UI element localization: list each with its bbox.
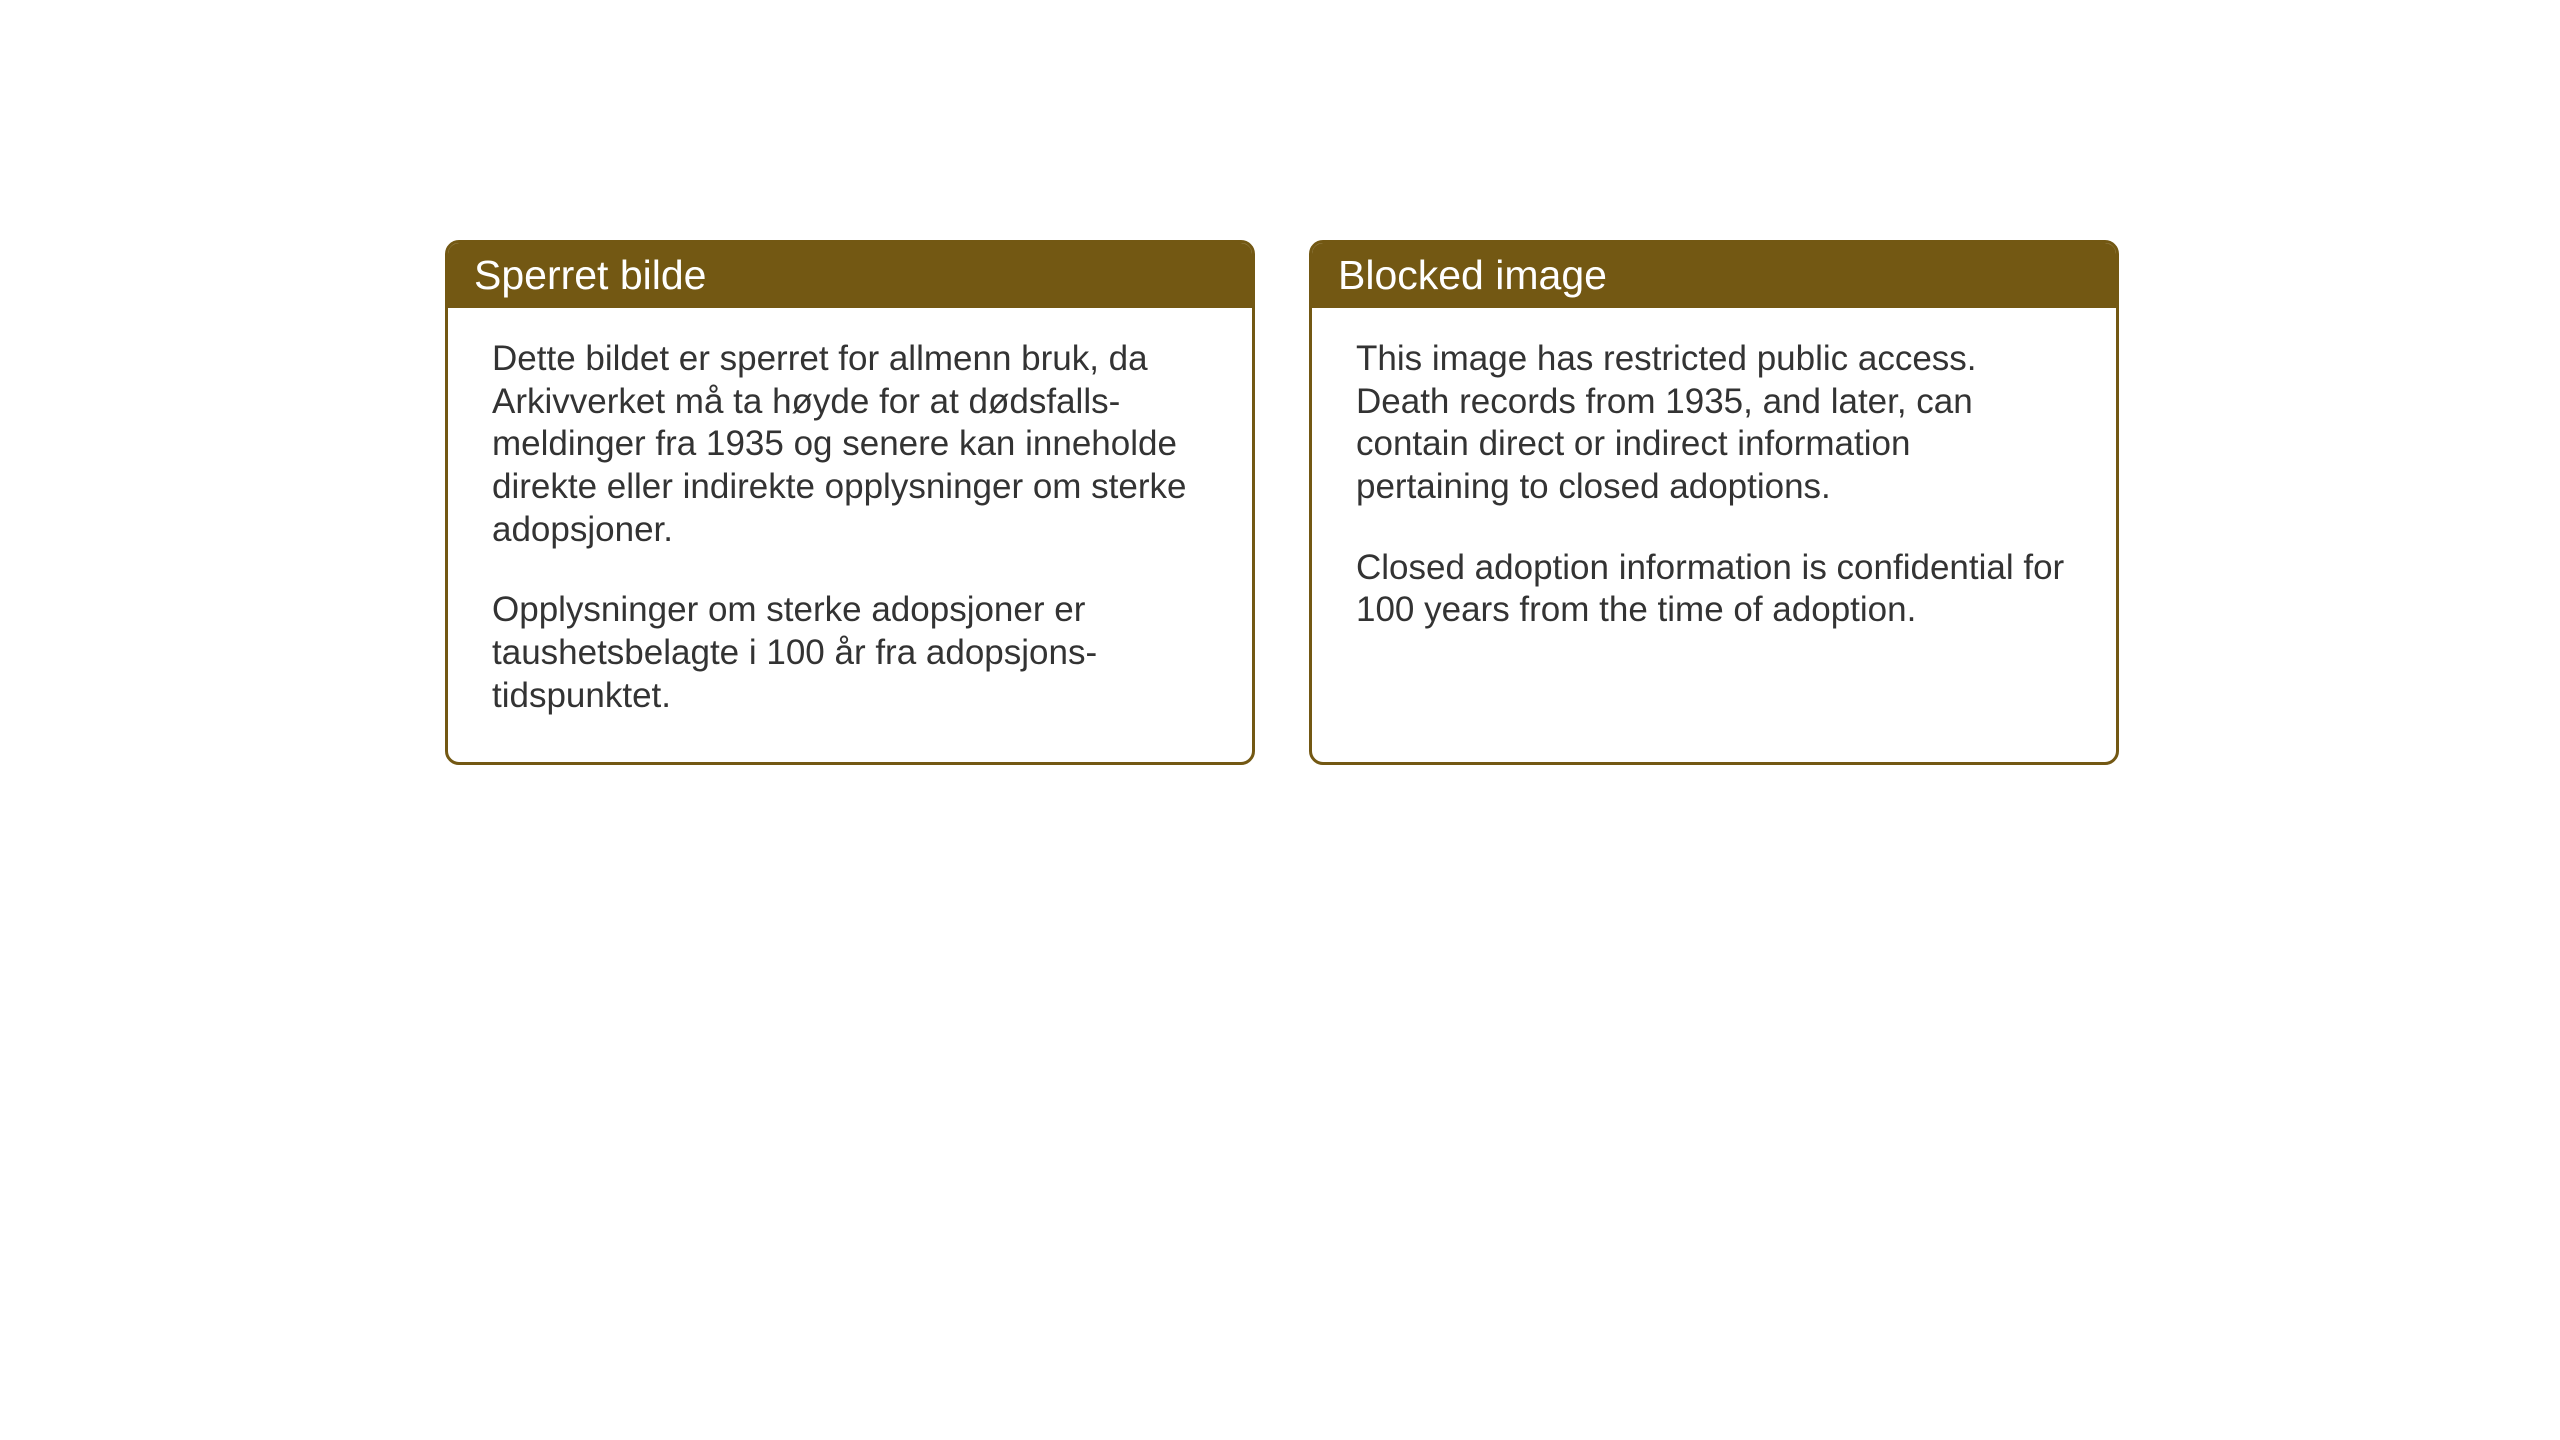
norwegian-card-title: Sperret bilde (474, 252, 706, 298)
norwegian-card-body: Dette bildet er sperret for allmenn bruk… (448, 308, 1252, 762)
cards-container: Sperret bilde Dette bildet er sperret fo… (445, 240, 2119, 765)
norwegian-paragraph-2: Opplysninger om sterke adopsjoner er tau… (492, 589, 1208, 717)
english-card: Blocked image This image has restricted … (1309, 240, 2119, 765)
norwegian-card-header: Sperret bilde (448, 243, 1252, 308)
norwegian-card: Sperret bilde Dette bildet er sperret fo… (445, 240, 1255, 765)
norwegian-paragraph-1: Dette bildet er sperret for allmenn bruk… (492, 338, 1208, 551)
english-paragraph-2: Closed adoption information is confident… (1356, 547, 2072, 632)
english-card-header: Blocked image (1312, 243, 2116, 308)
english-card-title: Blocked image (1338, 252, 1607, 298)
english-card-body: This image has restricted public access.… (1312, 308, 2116, 676)
english-paragraph-1: This image has restricted public access.… (1356, 338, 2072, 509)
